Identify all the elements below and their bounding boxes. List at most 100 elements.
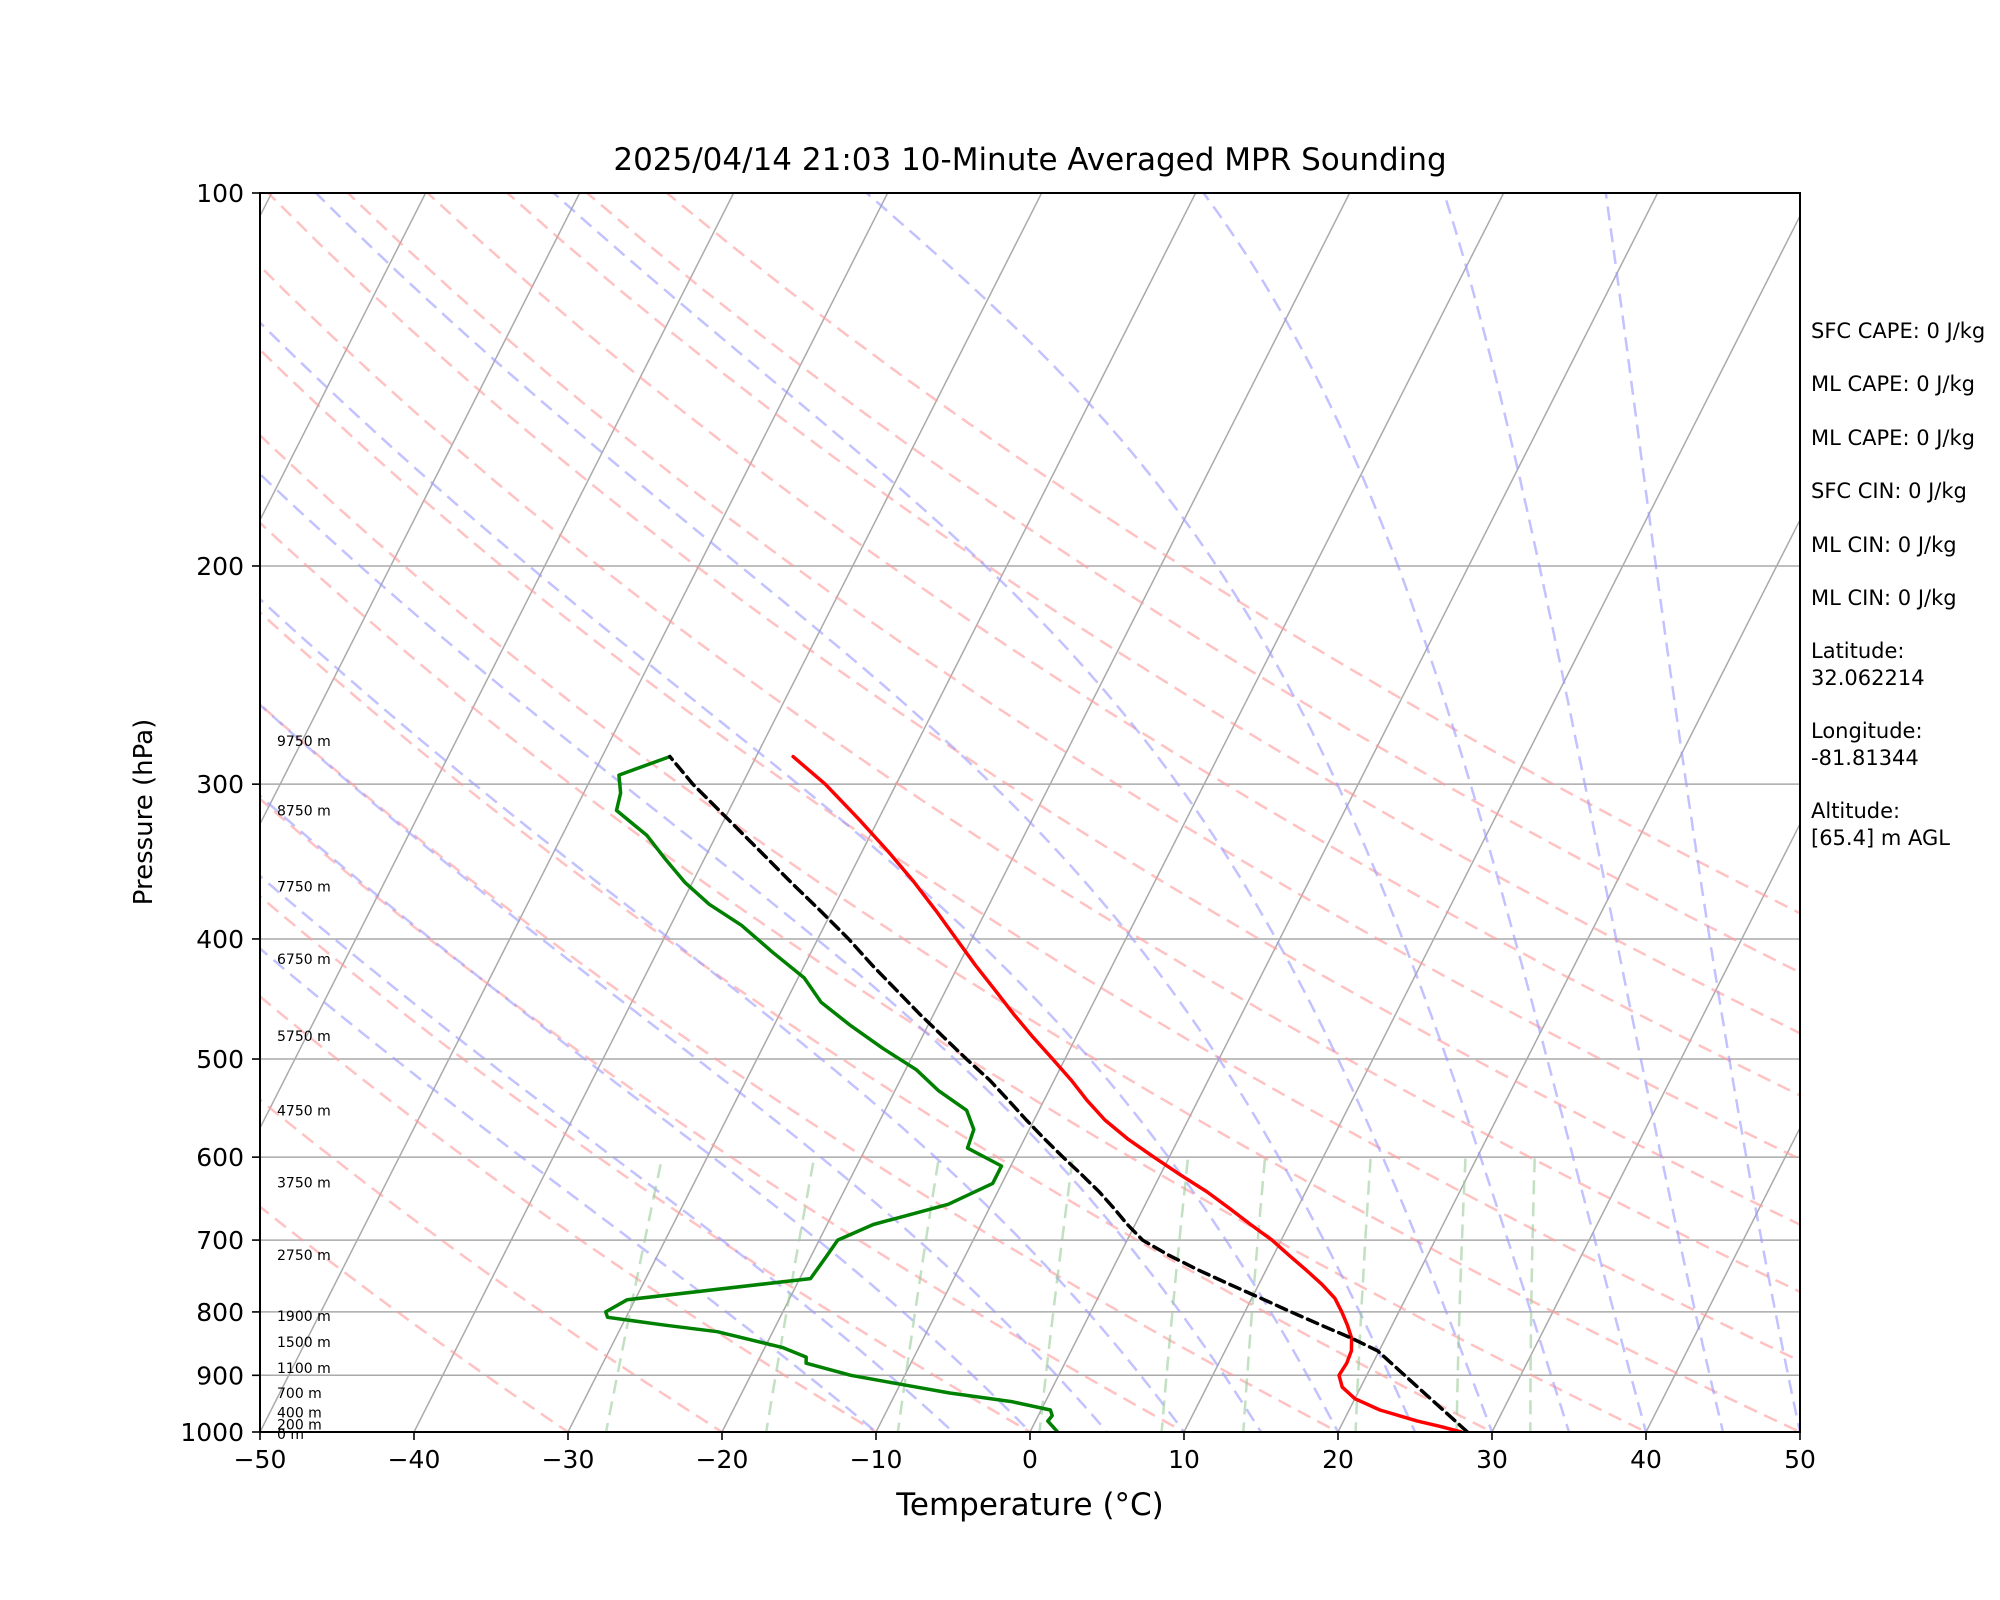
- x-tick-label: −40: [388, 1445, 441, 1474]
- dry-adiabat-line: [260, 1205, 571, 1432]
- stat-0: SFC CAPE: 0 J/kg: [1811, 319, 1986, 343]
- y-tick-label: 500: [196, 1045, 244, 1074]
- y-axis-label: Pressure (hPa): [129, 719, 159, 906]
- dry-adiabat-line: [666, 193, 1800, 915]
- stat-3: SFC CIN: 0 J/kg: [1811, 479, 1967, 503]
- isotherm-line: [567, 193, 1197, 1432]
- y-tick-label: 1000: [180, 1418, 244, 1447]
- isotherm-line: [721, 193, 1351, 1432]
- stat-5: ML CIN: 0 J/kg: [1811, 586, 1957, 610]
- moist-adiabat-line: [1604, 193, 1800, 1432]
- x-tick-label: 0: [1022, 1445, 1038, 1474]
- mixing-ratio-line: [1038, 1156, 1075, 1432]
- dry-adiabat-line: [260, 894, 1033, 1432]
- dry-adiabat-line: [506, 193, 1800, 1035]
- isotherm-line: [260, 193, 581, 826]
- y-tick-label: 600: [196, 1143, 244, 1172]
- height-label: 8750 m: [277, 803, 331, 819]
- dry-adiabat-line: [260, 797, 1187, 1432]
- isotherm-line: [1491, 822, 1800, 1432]
- moist-adiabat-line: [260, 794, 1032, 1432]
- isotherm-line: [260, 193, 889, 1432]
- height-label: 9750 m: [277, 734, 331, 750]
- moist-adiabat-line: [1442, 193, 1725, 1432]
- x-tick-label: −10: [850, 1445, 903, 1474]
- y-tick-label: 200: [196, 552, 244, 581]
- parcel-line: [668, 754, 1470, 1432]
- background-lines: [0, 165, 1800, 1458]
- axis-ticks: −50 −40 −30 −20 −10 0 10 20 30 40 50 100 200 300 400 50…: [180, 179, 1816, 1474]
- dry-adiabat-line: [260, 702, 1341, 1432]
- y-tick-label: 400: [196, 925, 244, 954]
- y-tick-label: 300: [196, 770, 244, 799]
- height-label: 4750 m: [277, 1103, 331, 1119]
- dry-adiabat-line: [260, 610, 1495, 1432]
- stat-2: ML CAPE: 0 J/kg: [1811, 426, 1976, 450]
- dry-adiabat-line: [260, 348, 1800, 1363]
- height-label: 0 m: [277, 1427, 304, 1443]
- isotherm-line: [260, 193, 735, 1130]
- plot-frame: [259, 192, 1801, 1433]
- x-tick-label: 10: [1168, 1445, 1200, 1474]
- x-tick-label: 50: [1784, 1445, 1816, 1474]
- isotherm-line: [1029, 193, 1659, 1432]
- mixing-ratio-line: [1160, 1156, 1190, 1432]
- mixing-ratio-line: [1455, 1157, 1467, 1432]
- height-label: 3750 m: [277, 1176, 331, 1192]
- x-axis-label: Temperature (°C): [895, 1487, 1164, 1523]
- isotherm-line: [413, 193, 1043, 1432]
- height-label: 6750 m: [277, 952, 331, 968]
- isotherm-line: [0, 165, 132, 1458]
- dry-adiabat-line: [347, 193, 1800, 1161]
- dry-adiabat-line: [260, 264, 1800, 1294]
- height-label: 2750 m: [277, 1248, 331, 1264]
- isotherm-line: [875, 193, 1505, 1432]
- height-label: 5750 m: [277, 1029, 331, 1045]
- isotherm-line: [1337, 518, 1800, 1432]
- moist-adiabat-line: [260, 946, 878, 1432]
- moist-adiabat-line: [260, 472, 1263, 1432]
- height-labels: 9750 m 8750 m 7750 m 6750 m 5750 m 4750 m 3750…: [277, 734, 331, 1443]
- isotherm-line: [260, 193, 427, 522]
- sounding-lines: [603, 754, 1470, 1432]
- mixing-ratio-line: [1529, 1157, 1536, 1432]
- stat-7: Longitude: -81.81344: [1811, 719, 1923, 770]
- y-tick-label: 700: [196, 1226, 244, 1255]
- dewpoint-line: [603, 754, 1060, 1432]
- x-tick-label: −30: [542, 1445, 595, 1474]
- moist-adiabat-line: [260, 874, 955, 1432]
- stat-8: Altitude: [65.4] m AGL: [1811, 799, 1950, 850]
- moist-adiabat-line: [314, 193, 1417, 1432]
- y-tick-label: 800: [196, 1298, 244, 1327]
- moist-adiabat-line: [260, 320, 1340, 1432]
- dry-adiabat-line: [586, 193, 1800, 974]
- x-tick-label: 20: [1322, 1445, 1354, 1474]
- dry-adiabat-line: [260, 521, 1649, 1432]
- height-label: 400 m: [277, 1405, 322, 1421]
- stat-4: ML CIN: 0 J/kg: [1811, 533, 1957, 557]
- temperature-line: [791, 754, 1463, 1432]
- height-label: 1100 m: [277, 1361, 331, 1377]
- x-tick-label: 40: [1630, 1445, 1662, 1474]
- isotherm-line: [1645, 1126, 1800, 1432]
- height-label: 1900 m: [277, 1309, 331, 1325]
- stat-1: ML CAPE: 0 J/kg: [1811, 372, 1976, 396]
- height-label: 200 m: [277, 1417, 322, 1433]
- x-tick-label: −20: [696, 1445, 749, 1474]
- isotherm-line: [1183, 214, 1800, 1432]
- moist-adiabat-line: [1202, 193, 1648, 1432]
- mixing-ratio-line: [604, 1156, 664, 1432]
- dry-adiabat-line: [260, 1098, 725, 1432]
- dry-adiabat-line: [267, 193, 1800, 1227]
- x-tick-label: −50: [234, 1445, 287, 1474]
- dry-adiabat-line: [260, 433, 1800, 1432]
- moist-adiabat-line: [551, 193, 1494, 1432]
- moist-adiabat-line: [260, 597, 1186, 1432]
- dry-adiabat-line: [426, 193, 1800, 1097]
- moist-adiabat-line: [864, 193, 1571, 1432]
- stat-6: Latitude: 32.062214: [1811, 639, 1925, 690]
- x-tick-label: 30: [1476, 1445, 1508, 1474]
- mixing-ratio-line: [1242, 1156, 1267, 1432]
- height-label: 1500 m: [277, 1335, 331, 1351]
